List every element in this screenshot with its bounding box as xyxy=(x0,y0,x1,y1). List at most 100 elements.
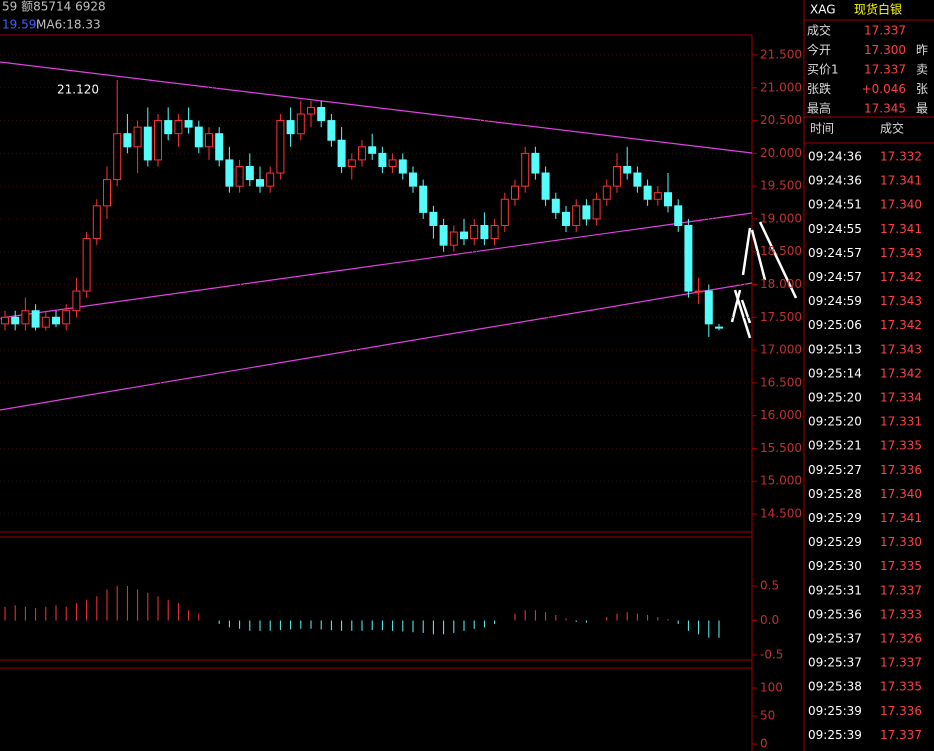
trade-time: 09:24:57 xyxy=(808,246,862,260)
trade-price: 17.337 xyxy=(880,656,922,670)
candle-body xyxy=(235,165,244,187)
quote-value: 17.345 xyxy=(864,102,906,116)
candle-body xyxy=(531,152,540,174)
y-tick-label: 21.500 xyxy=(760,48,802,62)
candle-body xyxy=(256,179,264,187)
candle-body xyxy=(582,205,591,220)
quote-value: 17.337 xyxy=(864,24,906,38)
trade-price: 17.336 xyxy=(880,463,922,477)
trade-price: 17.343 xyxy=(880,342,922,356)
candle-body xyxy=(164,120,173,135)
trade-price: 17.337 xyxy=(880,728,922,742)
header-info: 59 额85714 6928 xyxy=(2,0,106,14)
y-tick-label: 16.000 xyxy=(760,408,802,422)
trade-price: 17.331 xyxy=(880,415,922,429)
candle-body xyxy=(562,211,570,226)
y-tick-label: 15.500 xyxy=(760,441,802,455)
y-tick-label: 19.000 xyxy=(760,211,802,225)
y-tick-label: 18.000 xyxy=(760,277,802,291)
trade-time: 09:25:39 xyxy=(808,728,862,742)
candle-body xyxy=(1,316,9,325)
trade-time: 09:25:14 xyxy=(808,366,862,380)
quote-label: 成交 xyxy=(807,23,831,38)
trade-time: 09:25:29 xyxy=(808,511,862,525)
symbol-name: 现货白银 xyxy=(854,2,902,17)
candle-body xyxy=(174,120,183,135)
candle-body xyxy=(266,172,275,187)
candle-body xyxy=(460,231,468,240)
quote-extra: 卖 xyxy=(916,63,928,77)
trade-price: 17.343 xyxy=(880,246,922,260)
quote-extra: 张 xyxy=(916,82,928,96)
candle-body xyxy=(307,106,315,115)
candle-body xyxy=(327,120,336,141)
trade-price: 17.337 xyxy=(880,583,922,597)
trade-price: 17.343 xyxy=(880,294,922,308)
trade-price: 17.341 xyxy=(880,222,922,236)
candle-body xyxy=(704,290,713,325)
trade-price: 17.342 xyxy=(880,366,922,380)
quote-value: 17.337 xyxy=(864,63,906,77)
candle-body xyxy=(215,133,224,161)
y-tick-label: 0.5 xyxy=(760,579,779,593)
trades-header: 成交 xyxy=(880,121,904,136)
candle-body xyxy=(572,205,581,226)
candle-body xyxy=(103,179,111,207)
y-tick-label: 0 xyxy=(760,737,768,751)
y-tick-label: -0.5 xyxy=(760,648,783,662)
candle-body xyxy=(439,224,448,246)
y-tick-label: 17.500 xyxy=(760,310,802,324)
trade-price: 17.330 xyxy=(880,535,922,549)
candle-body xyxy=(490,224,499,240)
candle-body xyxy=(205,133,213,148)
candle-body xyxy=(62,310,71,325)
y-tick-label: 17.000 xyxy=(760,343,802,357)
candle-body xyxy=(225,159,234,187)
candle-body xyxy=(511,185,519,200)
trade-time: 09:25:37 xyxy=(808,632,862,646)
candle-body xyxy=(653,192,662,200)
trade-time: 09:24:59 xyxy=(808,294,862,308)
quote-label: 张跌 xyxy=(807,81,831,96)
y-tick-label: 50 xyxy=(760,709,775,723)
candle-body xyxy=(429,211,438,226)
trend-lines xyxy=(0,61,753,411)
trade-time: 09:25:13 xyxy=(808,342,862,356)
y-tick-label: 100 xyxy=(760,681,783,695)
trade-time: 09:24:36 xyxy=(808,174,862,188)
symbol: XAG xyxy=(810,3,836,17)
y-tick-label: 21.000 xyxy=(760,80,802,94)
y-tick-label: 18.500 xyxy=(760,244,802,258)
candle-body xyxy=(480,224,489,240)
quote-extra: 昨 xyxy=(916,43,928,57)
trade-price: 17.341 xyxy=(880,511,922,525)
candle-body xyxy=(133,126,142,148)
candle-body xyxy=(113,133,122,181)
ma6: MA6:18.33 xyxy=(36,18,101,32)
trade-time: 09:25:36 xyxy=(808,607,862,621)
y-tick-label: 0.0 xyxy=(760,613,779,627)
candle-body xyxy=(296,113,305,135)
trade-time: 09:24:51 xyxy=(808,198,862,212)
candle-body xyxy=(694,290,703,293)
y-tick-label: 15.000 xyxy=(760,474,802,488)
trade-time: 09:25:21 xyxy=(808,439,862,453)
candle-body xyxy=(613,165,621,187)
candle-body xyxy=(347,159,356,167)
candle-body xyxy=(449,231,458,246)
high-annotation: 21.120 xyxy=(57,83,99,97)
trade-time: 09:25:28 xyxy=(808,487,862,501)
quote-label: 最高 xyxy=(807,101,831,116)
trade-time: 09:25:31 xyxy=(808,583,862,597)
candle-body xyxy=(72,290,81,312)
candle-body xyxy=(419,185,428,213)
trade-price: 17.340 xyxy=(880,487,922,501)
candle-body xyxy=(592,198,601,220)
candle-body xyxy=(664,192,672,207)
trade-price: 17.334 xyxy=(880,391,922,405)
ma-value: 19.59 xyxy=(2,18,36,32)
trade-time: 09:25:06 xyxy=(808,318,862,332)
trade-time: 09:24:36 xyxy=(808,150,862,164)
quote-label: 今开 xyxy=(807,42,831,57)
